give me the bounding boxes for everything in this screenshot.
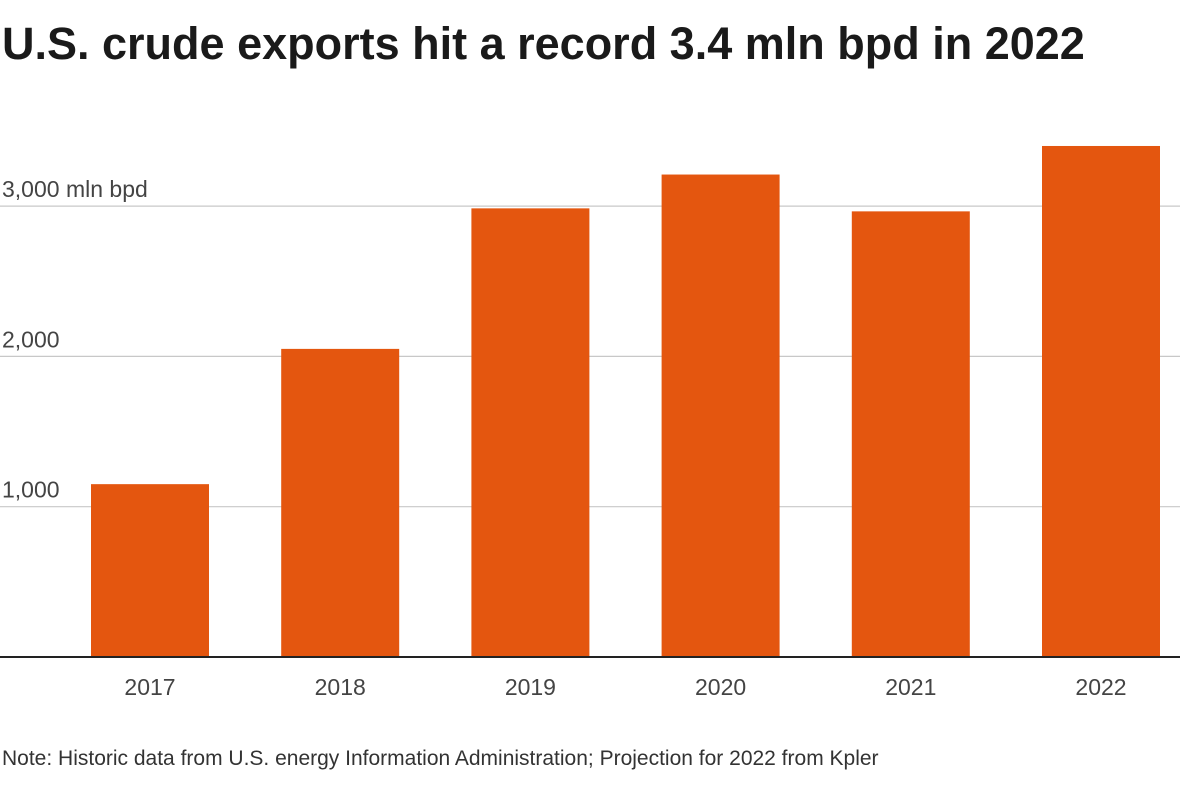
x-axis-labels: 2017 2018 2019 2020 2021 2022 (124, 674, 1126, 700)
x-tick-label: 2019 (505, 674, 556, 700)
y-tick-label: 2,000 (2, 326, 60, 352)
bar-2021 (851, 211, 970, 657)
source-note: Note: Historic data from U.S. energy Inf… (2, 747, 879, 770)
bar-2018 (281, 348, 400, 657)
gridlines (0, 205, 1180, 508)
bars (91, 145, 1160, 658)
bar-2022 (1042, 145, 1160, 658)
x-tick-label: 2020 (695, 674, 746, 700)
bar-2017 (91, 484, 209, 657)
y-axis-labels: 1,000 2,000 3,000 mln bpd (2, 176, 148, 503)
x-tick-label: 2022 (1075, 674, 1126, 700)
bar-2019 (471, 208, 590, 658)
chart-title: U.S. crude exports hit a record 3.4 mln … (2, 18, 1085, 69)
bar-2020 (661, 174, 780, 658)
y-tick-label: 3,000 mln bpd (2, 176, 148, 202)
x-tick-label: 2021 (885, 674, 936, 700)
y-tick-label: 1,000 (2, 477, 60, 503)
x-tick-label: 2017 (124, 674, 175, 700)
x-tick-label: 2018 (315, 674, 366, 700)
